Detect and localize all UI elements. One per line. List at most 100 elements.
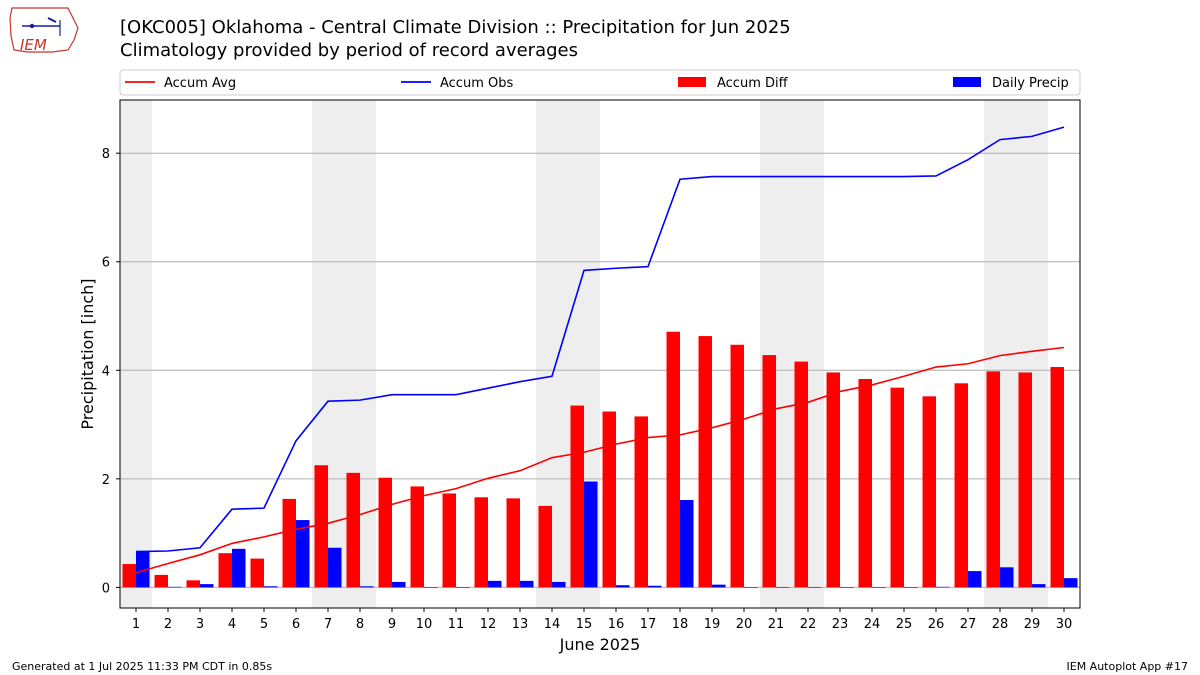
daily-precip-bar	[808, 587, 822, 588]
accum-diff-bar	[218, 553, 232, 588]
accum-diff-bar	[282, 498, 296, 588]
accum-diff-bar	[314, 465, 328, 588]
accum-diff-bar	[410, 486, 424, 588]
y-tick-label: 0	[102, 581, 110, 596]
x-tick-label: 19	[704, 617, 721, 632]
x-tick-label: 23	[832, 617, 849, 632]
legend-accum-avg-label: Accum Avg	[164, 76, 236, 91]
x-tick-label: 3	[196, 617, 204, 632]
daily-precip-bar	[968, 571, 982, 588]
daily-precip-bar	[904, 587, 918, 588]
x-tick-label: 7	[324, 617, 332, 632]
x-tick-label: 16	[608, 617, 625, 632]
x-tick-label: 29	[1024, 617, 1041, 632]
x-tick-label: 4	[228, 617, 236, 632]
daily-precip-bar	[296, 520, 310, 588]
legend-frame	[119, 69, 1081, 96]
legend-accum-obs: Accum Obs	[401, 76, 513, 91]
chart-title: [OKC005] Oklahoma - Central Climate Divi…	[120, 17, 791, 38]
x-tick-label: 1	[132, 617, 140, 632]
x-tick-label: 24	[864, 617, 881, 632]
x-tick-label: 17	[640, 617, 657, 632]
daily-precip-bar	[328, 547, 342, 588]
accum-diff-bar	[1018, 372, 1032, 588]
x-axis-label: June 2025	[559, 635, 641, 654]
accum-diff-bar	[890, 387, 904, 588]
x-tick-label: 13	[512, 617, 529, 632]
chart-subtitle: Climatology provided by period of record…	[120, 40, 578, 61]
accum-diff-bar	[698, 336, 712, 588]
accum-diff-bar	[922, 396, 936, 588]
daily-precip-bar	[584, 481, 598, 588]
x-tick-label: 25	[896, 617, 913, 632]
legend-accum-obs-label: Accum Obs	[440, 76, 513, 91]
x-tick-label: 2	[164, 617, 172, 632]
x-tick-label: 5	[260, 617, 268, 632]
daily-precip-bar	[936, 586, 950, 588]
daily-precip-bar	[616, 585, 630, 588]
daily-precip-bar	[840, 587, 854, 588]
generated-timestamp: Generated at 1 Jul 2025 11:33 PM CDT in …	[12, 660, 273, 673]
accum-diff-bar	[442, 493, 456, 588]
accum-diff-bar	[730, 344, 744, 588]
y-axis-label: Precipitation [inch]	[78, 278, 97, 429]
accum-diff-bar	[954, 383, 968, 588]
x-tick-label: 8	[356, 617, 364, 632]
accum-diff-bar	[858, 378, 872, 588]
daily-precip-bar	[776, 587, 790, 588]
accum-diff-bar	[250, 558, 264, 588]
y-tick-label: 6	[102, 256, 110, 271]
accum-diff-bar	[666, 331, 680, 588]
legend-accum-avg: Accum Avg	[125, 76, 236, 91]
accum-diff-bar	[826, 372, 840, 588]
daily-precip-bar	[744, 587, 758, 588]
x-tick-label: 14	[544, 617, 561, 632]
daily-precip-bar	[520, 580, 534, 588]
daily-precip-bar	[488, 580, 502, 588]
accum-diff-bar	[986, 371, 1000, 588]
daily-precip-bar	[392, 581, 406, 588]
x-tick-label: 20	[736, 617, 753, 632]
plot-frame	[119, 99, 1081, 609]
daily-precip-bar	[232, 548, 246, 588]
daily-precip-bar	[648, 585, 662, 588]
accum-diff-bar	[154, 574, 168, 588]
daily-precip-bar	[552, 581, 566, 588]
daily-precip-bar	[1032, 584, 1046, 588]
accum-diff-bar	[346, 472, 360, 588]
x-tick-label: 9	[388, 617, 396, 632]
legend-daily-precip-label: Daily Precip	[992, 76, 1069, 91]
accum-diff-bar	[378, 477, 392, 588]
accum-diff-bar	[122, 564, 136, 588]
iowa-map-logo-icon: IEM	[9, 7, 79, 54]
legend-accum-diff-swatch	[678, 77, 706, 87]
x-tick-label: 30	[1056, 617, 1073, 632]
x-tick-label: 28	[992, 617, 1009, 632]
daily-precip-bar	[168, 586, 182, 588]
legend-accum-diff: Accum Diff	[678, 76, 789, 91]
x-tick-label: 12	[480, 617, 497, 632]
accum-diff-bar	[602, 411, 616, 588]
daily-precip-bar	[456, 587, 470, 588]
iem-logo: IEM	[8, 6, 82, 62]
x-tick-label: 11	[448, 617, 465, 632]
daily-precip-bar	[712, 584, 726, 588]
accum-diff-bar	[506, 498, 520, 588]
daily-precip-bar	[1064, 578, 1078, 588]
x-tick-label: 18	[672, 617, 689, 632]
accum-diff-bar	[186, 580, 200, 588]
daily-precip-bar	[360, 586, 374, 588]
legend-daily-precip-swatch	[953, 77, 981, 87]
x-tick-label: 6	[292, 617, 300, 632]
x-tick-label: 26	[928, 617, 945, 632]
x-tick-label: 21	[768, 617, 785, 632]
accum-diff-bar	[634, 416, 648, 588]
accum-diff-bar	[794, 361, 808, 588]
x-tick-label: 27	[960, 617, 977, 632]
accum-diff-bar	[570, 405, 584, 588]
accum-diff-bar	[538, 505, 552, 588]
legend-accum-diff-label: Accum Diff	[717, 76, 789, 91]
y-tick-label: 2	[102, 473, 110, 488]
daily-precip-bar	[424, 587, 438, 588]
